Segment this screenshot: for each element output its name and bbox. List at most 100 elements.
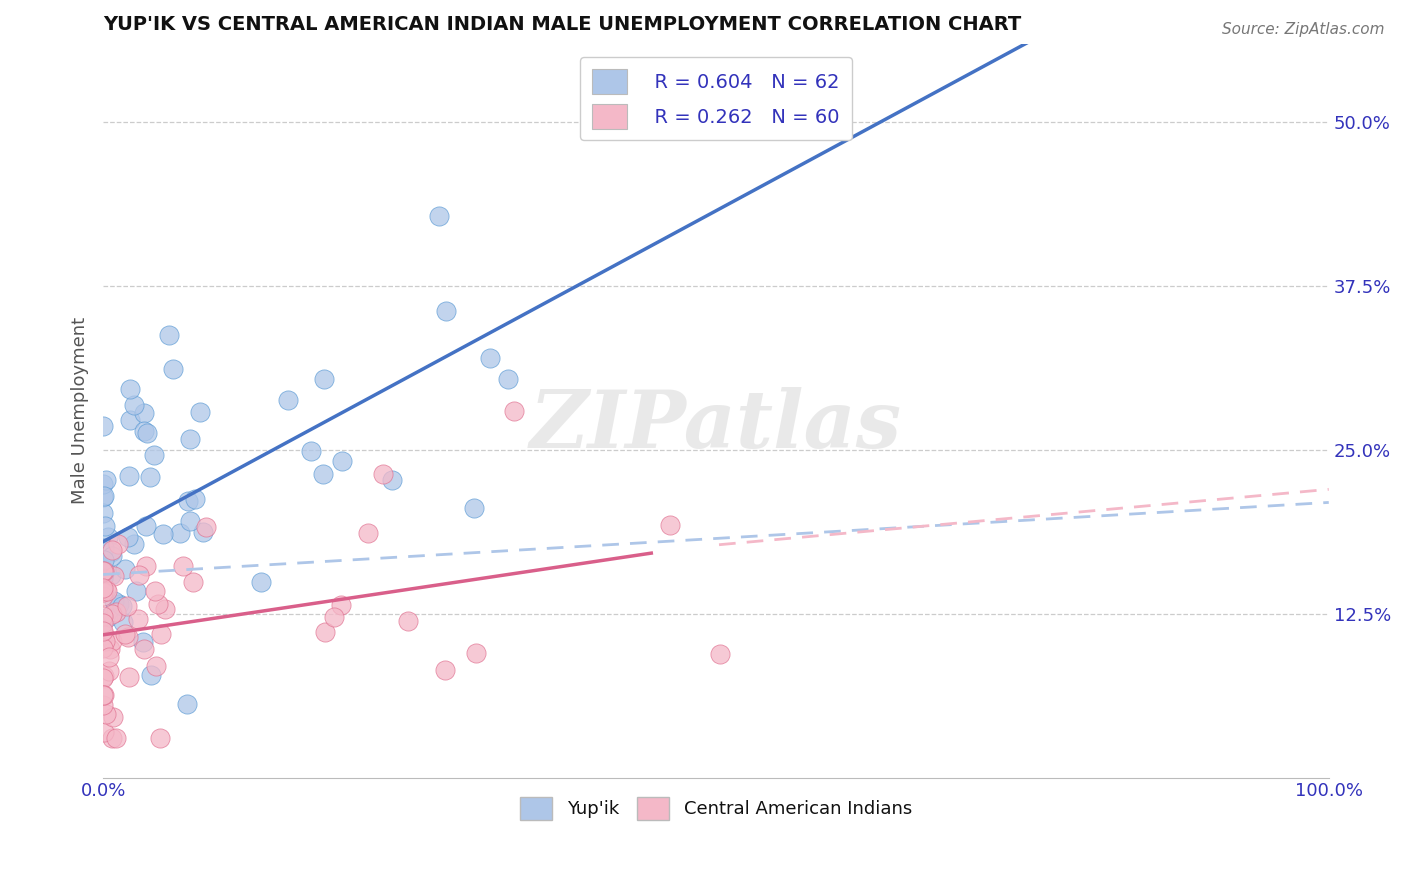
Point bbox=[91, 477, 114, 491]
Point bbox=[111, 599, 134, 614]
Point bbox=[169, 526, 191, 541]
Point bbox=[94, 582, 117, 597]
Point bbox=[330, 599, 353, 613]
Point bbox=[134, 406, 156, 420]
Point bbox=[91, 641, 114, 656]
Point bbox=[434, 664, 457, 678]
Point bbox=[93, 490, 115, 504]
Point bbox=[181, 574, 204, 589]
Point bbox=[496, 372, 519, 386]
Point bbox=[125, 583, 148, 598]
Point bbox=[114, 626, 136, 640]
Point bbox=[193, 524, 215, 539]
Point bbox=[179, 432, 201, 446]
Point bbox=[463, 500, 485, 515]
Point bbox=[94, 634, 117, 648]
Point bbox=[93, 628, 115, 642]
Point bbox=[132, 635, 155, 649]
Point bbox=[100, 549, 122, 563]
Point bbox=[93, 724, 115, 739]
Point bbox=[96, 584, 118, 599]
Text: Source: ZipAtlas.com: Source: ZipAtlas.com bbox=[1222, 22, 1385, 37]
Point bbox=[91, 563, 114, 577]
Point bbox=[93, 669, 115, 683]
Point bbox=[149, 731, 172, 746]
Point bbox=[100, 544, 122, 558]
Point bbox=[93, 688, 115, 702]
Point bbox=[117, 630, 139, 644]
Point bbox=[114, 561, 136, 575]
Point bbox=[101, 542, 124, 557]
Point bbox=[96, 707, 118, 722]
Text: ZIPatlas: ZIPatlas bbox=[530, 386, 903, 464]
Point bbox=[139, 470, 162, 484]
Point bbox=[145, 659, 167, 673]
Point bbox=[398, 614, 420, 628]
Point bbox=[93, 615, 115, 630]
Point bbox=[162, 362, 184, 376]
Point bbox=[91, 571, 114, 585]
Point bbox=[434, 304, 457, 318]
Point bbox=[184, 491, 207, 506]
Point bbox=[91, 609, 114, 624]
Point bbox=[188, 405, 211, 419]
Point bbox=[94, 518, 117, 533]
Point bbox=[98, 641, 121, 656]
Point bbox=[176, 698, 198, 712]
Point bbox=[323, 609, 346, 624]
Point bbox=[149, 627, 172, 641]
Point bbox=[93, 553, 115, 567]
Point bbox=[93, 564, 115, 578]
Point bbox=[97, 610, 120, 624]
Point bbox=[503, 403, 526, 417]
Point bbox=[141, 667, 163, 681]
Point bbox=[479, 351, 502, 365]
Point bbox=[101, 710, 124, 724]
Point bbox=[157, 328, 180, 343]
Point bbox=[101, 634, 124, 648]
Point bbox=[465, 646, 488, 660]
Point bbox=[330, 454, 353, 468]
Point bbox=[312, 372, 335, 386]
Point bbox=[357, 526, 380, 541]
Point bbox=[709, 647, 731, 661]
Point bbox=[101, 607, 124, 621]
Point bbox=[93, 566, 115, 580]
Point bbox=[120, 382, 142, 396]
Point bbox=[427, 209, 450, 223]
Point bbox=[93, 614, 115, 628]
Point bbox=[314, 624, 336, 639]
Point bbox=[98, 649, 121, 664]
Point bbox=[132, 425, 155, 439]
Point bbox=[136, 426, 159, 441]
Point bbox=[91, 581, 114, 595]
Point bbox=[135, 518, 157, 533]
Point bbox=[127, 611, 149, 625]
Point bbox=[118, 670, 141, 684]
Point bbox=[143, 448, 166, 462]
Point bbox=[91, 418, 114, 433]
Point bbox=[177, 493, 200, 508]
Point bbox=[112, 615, 135, 629]
Point bbox=[179, 515, 201, 529]
Point bbox=[135, 558, 157, 573]
Point bbox=[100, 567, 122, 582]
Point bbox=[91, 565, 114, 579]
Point bbox=[128, 568, 150, 582]
Point bbox=[115, 599, 138, 613]
Point bbox=[117, 530, 139, 544]
Point bbox=[153, 601, 176, 615]
Point bbox=[91, 506, 114, 520]
Point bbox=[132, 642, 155, 657]
Point bbox=[107, 597, 129, 611]
Point bbox=[103, 569, 125, 583]
Point bbox=[97, 530, 120, 544]
Point bbox=[669, 89, 692, 103]
Point bbox=[91, 589, 114, 603]
Point bbox=[91, 671, 114, 685]
Point bbox=[104, 731, 127, 746]
Point bbox=[104, 605, 127, 619]
Point bbox=[91, 624, 114, 638]
Point bbox=[107, 537, 129, 551]
Text: YUP'IK VS CENTRAL AMERICAN INDIAN MALE UNEMPLOYMENT CORRELATION CHART: YUP'IK VS CENTRAL AMERICAN INDIAN MALE U… bbox=[103, 15, 1021, 34]
